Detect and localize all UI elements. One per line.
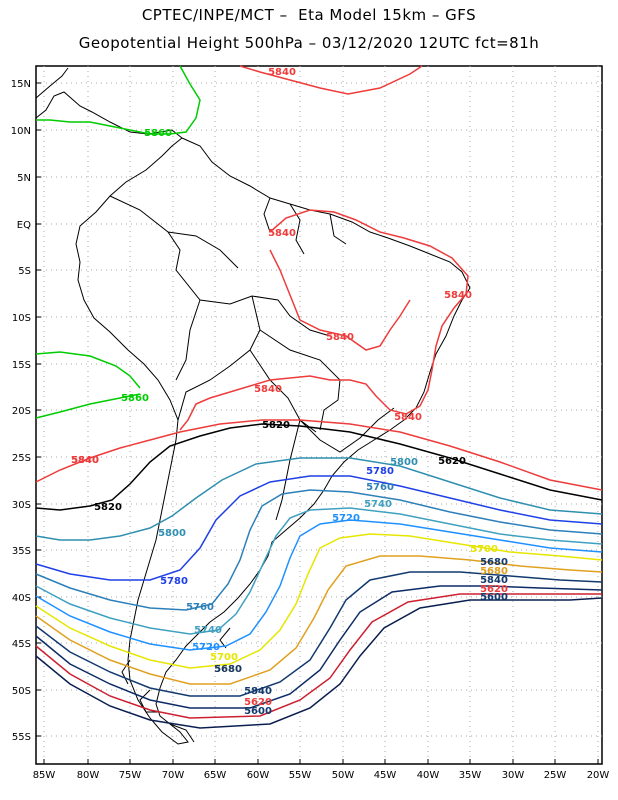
latitude-label: 15S [12,360,31,371]
contour-5700 [35,533,603,669]
contour-label: 5780 [366,466,394,477]
contour-label: 5840 [244,686,272,697]
latitude-label: 15N [11,79,31,90]
contour-5800 [35,457,603,541]
contour-5860-north [36,65,201,135]
latitude-label: 45S [12,639,31,650]
contour-5680 [35,555,603,685]
contour-label: 5680 [480,557,508,568]
longitude-labels: 85W 80W 75W 70W 65W 60W 55W 50W 45W 40W 35W 30W 25W 2… [33,759,610,781]
longitude-label: 30W [502,770,525,781]
contour-label: 5680 [214,664,242,675]
contour-label: 5800 [390,457,418,468]
latitude-label: 40S [12,593,31,604]
contour-5820 [35,423,603,511]
contour-label: 5700 [210,652,238,663]
contour-label: 5840 [254,384,282,395]
contour-label: 5620 [244,697,272,708]
contour-5860-south [35,351,141,419]
longitude-label: 50W [332,770,355,781]
longitude-label: 65W [204,770,227,781]
contour-label: 5840 [268,67,296,78]
contour-label: 5600 [244,706,272,717]
contour-label: 5720 [192,642,220,653]
latitude-label: 20S [12,406,31,417]
latitude-labels: 15N 10N 5N EQ 5S 10S 15S 20S 25S 30S 35S 40S 45S 50S 5… [11,79,41,743]
latitude-label: 10S [12,313,31,324]
contour-5660 [35,571,603,697]
latitude-label: 30S [12,500,31,511]
contour-5760 [35,489,603,611]
contour-label: 5840 [394,412,422,423]
contour-label: 5820 [262,420,290,431]
contour-label: 5820 [94,502,122,513]
longitude-label: 70W [162,770,185,781]
contour-label: 5840 [480,575,508,586]
longitude-label: 40W [417,770,440,781]
latitude-label: EQ [17,220,31,231]
contour-label: 5760 [186,602,214,613]
contour-label: 5840 [444,290,472,301]
contour-5720 [35,519,603,651]
contour-5840-inner [269,249,411,351]
map-title-line1: CPTEC/INPE/MCT – Eta Model 15km – GFS [141,6,477,24]
contour-labels: 5840 5860 5840 5840 5840 5840 5860 5840 5840 5820… [71,67,508,717]
latitude-label: 25S [12,453,31,464]
contour-label: 5680 [480,566,508,577]
longitude-label: 75W [119,770,142,781]
south-america-coast [75,137,471,745]
latitude-label: 55S [12,732,31,743]
contour-label: 5860 [144,128,172,139]
central-america-coast [35,67,183,139]
latitude-label: 50S [12,686,31,697]
longitude-label: 25W [544,770,567,781]
contour-label: 5840 [326,332,354,343]
contour-5840-brazil [179,209,469,431]
contour-label: 5740 [194,625,222,636]
contour-5600 [35,597,603,729]
contour-5840-north [239,65,423,95]
contour-lines [35,65,603,729]
contour-label: 5760 [366,482,394,493]
latitude-label: 5S [18,266,31,277]
contour-label: 5680 [214,664,242,675]
longitude-label: 55W [289,770,312,781]
contour-5740 [35,507,603,635]
contour-label: 5800 [158,528,186,539]
contour-label: 5600 [480,592,508,603]
contour-label: 5840 [71,455,99,466]
longitude-label: 35W [459,770,482,781]
patagonia-islands [121,627,231,743]
latitude-label: 10N [11,126,31,137]
contour-label: 5620 [438,456,466,467]
contour-label: 5840 [268,228,296,239]
contour-label: 5780 [160,576,188,587]
contour-label: 5860 [121,393,149,404]
contour-label: 5740 [364,499,392,510]
contour-label: 5620 [480,584,508,595]
latitude-label: 5N [17,173,31,184]
longitude-label: 85W [33,770,56,781]
map-frame [35,65,603,765]
map-title-line2: Geopotential Height 500hPa – 03/12/2020 … [78,34,540,52]
longitude-label: 45W [374,770,397,781]
contour-5640 [35,585,603,709]
contour-label: 5720 [332,513,360,524]
contour-label: 5700 [470,544,498,555]
longitude-label: 20W [587,770,610,781]
contour-5840-south [35,419,603,491]
longitude-label: 60W [247,770,270,781]
contour-label: 5840 [71,455,99,466]
latitude-label: 35S [12,546,31,557]
longitude-label: 80W [77,770,100,781]
contour-5780 [35,475,603,581]
contour-5620 [35,593,602,719]
